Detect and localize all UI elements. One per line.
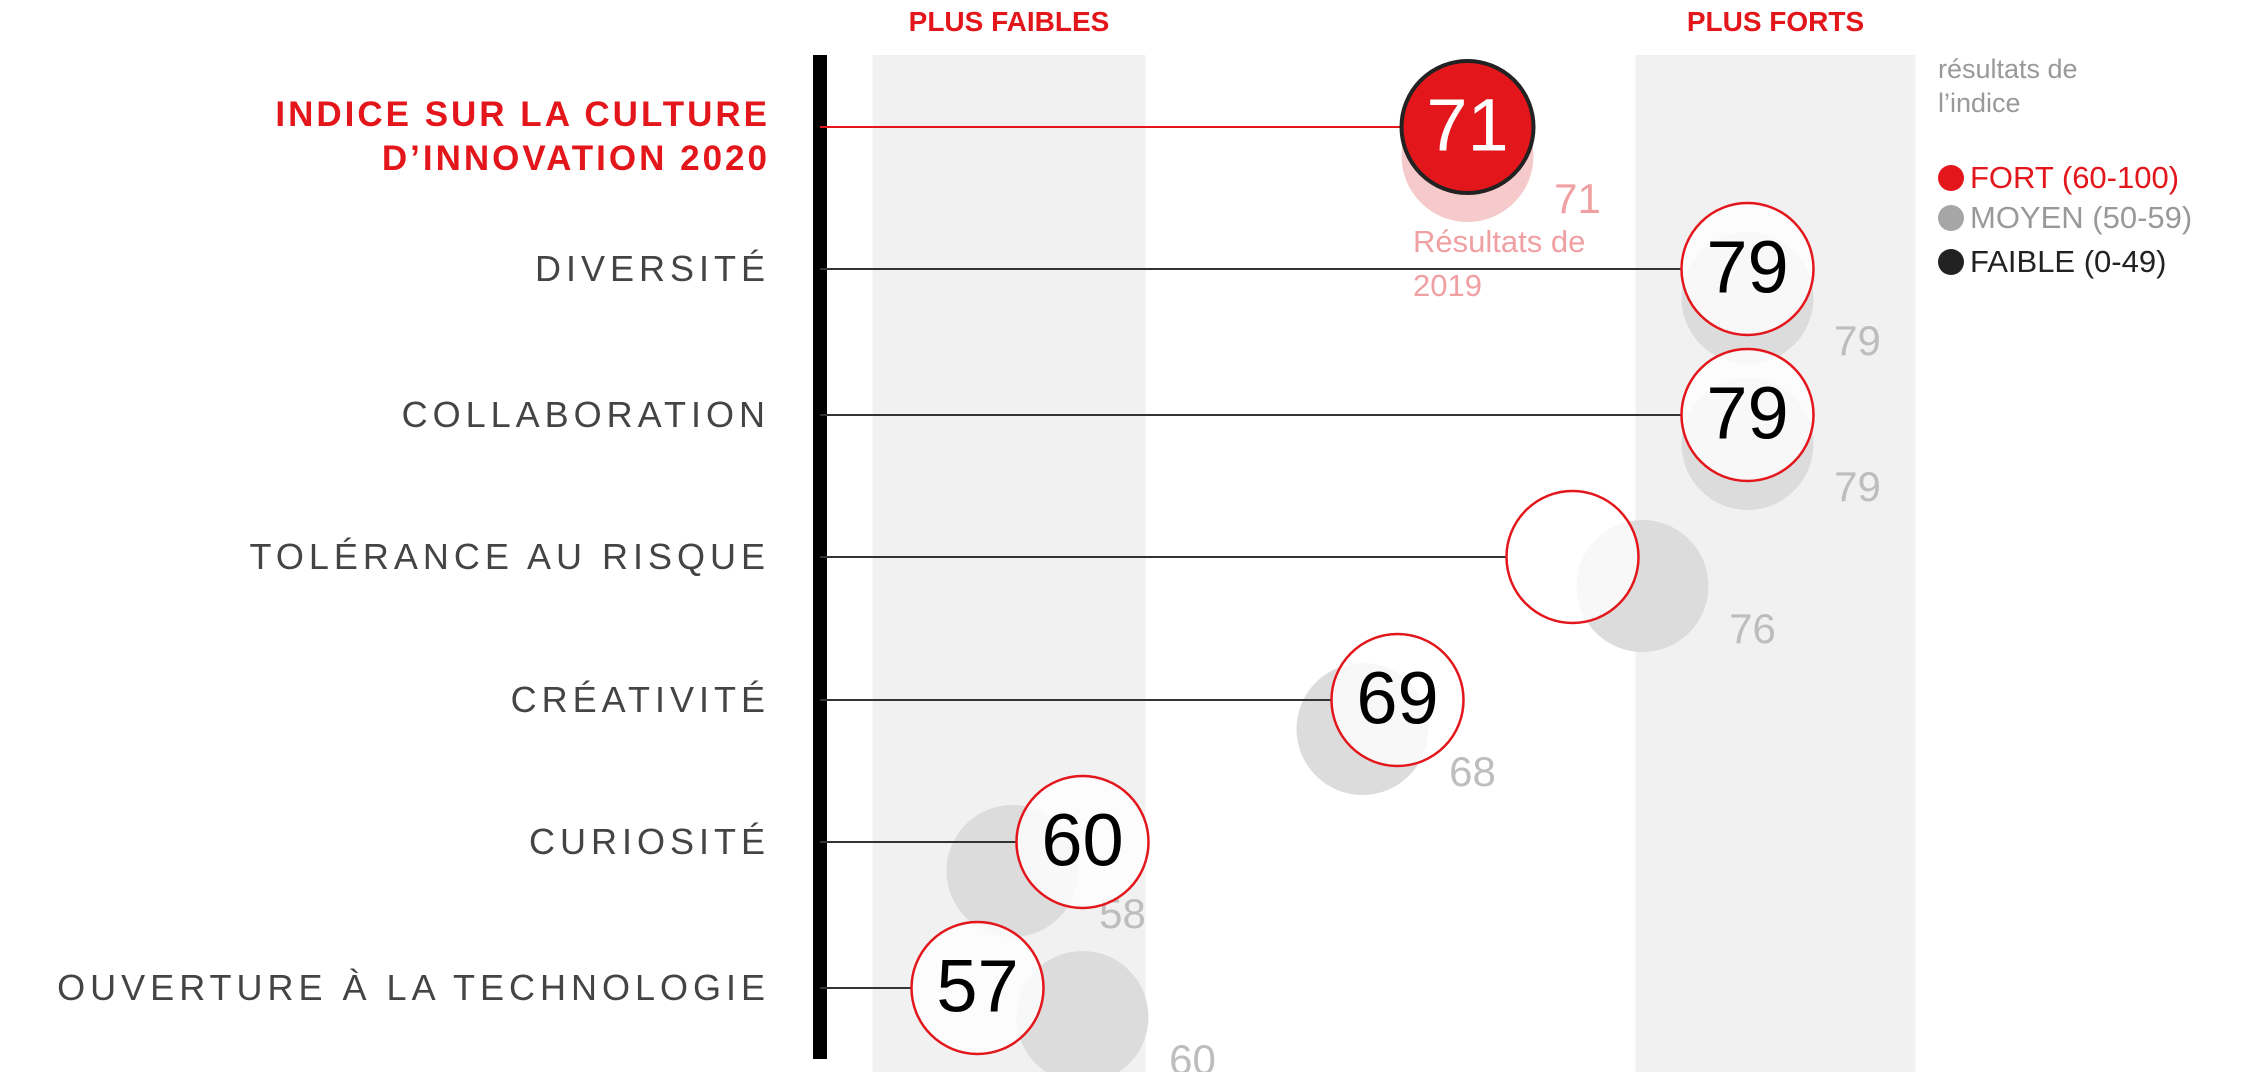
previous-dot — [1016, 951, 1149, 1072]
value-label: 79 — [1706, 372, 1788, 455]
dot — [1330, 632, 1465, 768]
legend-title: résultats de l’indice — [1938, 54, 2078, 118]
dot — [1505, 489, 1640, 625]
category-label: COLLABORATION — [401, 394, 770, 435]
legend-label: FORT (60-100) — [1970, 160, 2180, 195]
dot — [1680, 347, 1815, 483]
legend-item: MOYEN (50-59) — [1938, 200, 2193, 236]
category-label: CURIOSITÉ — [528, 821, 770, 862]
category-label: DIVERSITÉ — [534, 248, 770, 289]
band-label: PLUS FAIBLES — [908, 6, 1110, 37]
band-label: PLUS FORTS — [1686, 6, 1865, 37]
value-label: 60 — [1041, 799, 1123, 882]
legend-label: MOYEN (50-59) — [1970, 200, 2193, 235]
dot — [1399, 59, 1536, 195]
series-name: Résultats de 2019 — [1413, 224, 1586, 303]
previous-value-label: 60 — [1169, 1036, 1216, 1072]
legend-item: FAIBLE (0-49) — [1938, 244, 2167, 280]
legend-swatch — [1938, 165, 1964, 191]
legend-swatch — [1938, 249, 1964, 275]
previous-value-label: 79 — [1834, 317, 1881, 364]
value-label: 71 — [1426, 84, 1508, 167]
legend-label: FAIBLE (0-49) — [1970, 244, 2167, 279]
value-label: 79 — [1706, 226, 1788, 309]
legend-item: FORT (60-100) — [1938, 160, 2180, 196]
value-label: 69 — [1356, 657, 1438, 740]
category-label: INDICE SUR LA CULTURE D’INNOVATION 2020 — [275, 95, 770, 178]
dot — [1015, 774, 1150, 910]
dot — [910, 920, 1045, 1056]
previous-value-label: 79 — [1834, 463, 1881, 510]
category-label: CRÉATIVITÉ — [510, 679, 770, 720]
category-label: OUVERTURE À LA TECHNOLOGIE — [57, 967, 770, 1008]
previous-value-label: 71 — [1554, 175, 1601, 222]
legend-swatch — [1938, 205, 1964, 231]
dot — [1680, 201, 1815, 337]
category-label: TOLÉRANCE AU RISQUE — [249, 536, 770, 577]
value-label: 57 — [936, 945, 1018, 1028]
previous-value-label: 68 — [1449, 748, 1496, 795]
previous-value-label: 76 — [1729, 605, 1776, 652]
